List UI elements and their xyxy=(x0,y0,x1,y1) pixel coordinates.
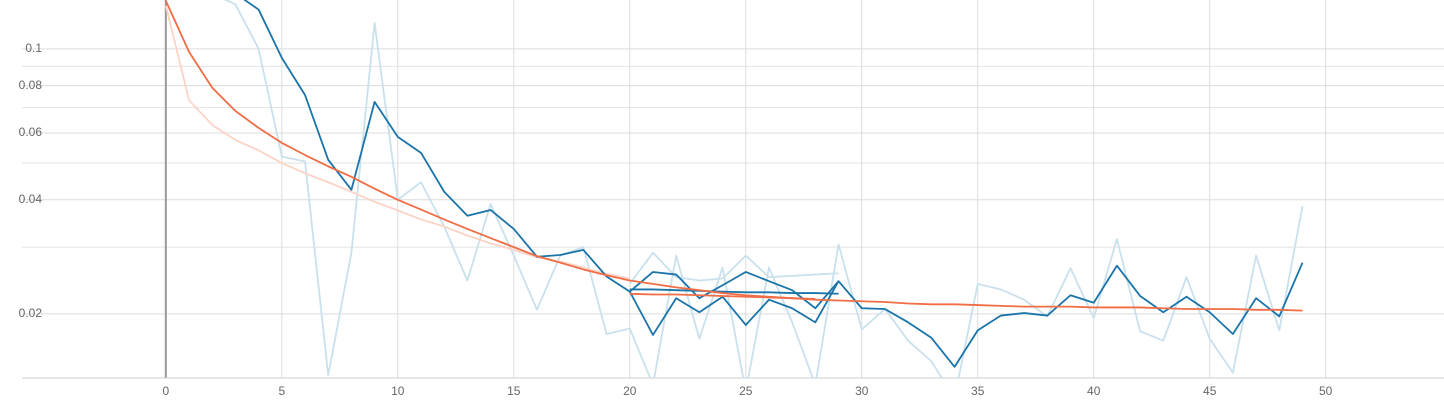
y-tick-label: 0.02 xyxy=(19,306,43,320)
x-tick-label: 45 xyxy=(1203,384,1217,398)
plot-area xyxy=(164,0,1304,378)
line-series xyxy=(628,262,1304,368)
grid xyxy=(22,0,1444,379)
x-tick-label: 30 xyxy=(855,384,869,398)
x-tick-label: 20 xyxy=(623,384,637,398)
y-tick-label: 0.04 xyxy=(19,192,43,206)
y-tick-label: 0.06 xyxy=(19,125,43,139)
x-tick-label: 25 xyxy=(739,384,753,398)
x-tick-label: 5 xyxy=(278,384,285,398)
line-series xyxy=(629,251,839,285)
line-series xyxy=(223,0,1304,378)
x-tick-label: 15 xyxy=(507,384,521,398)
x-tick-label: 0 xyxy=(162,384,169,398)
x-tick-label: 10 xyxy=(391,384,405,398)
x-tick-label: 35 xyxy=(971,384,985,398)
x-tick-label: 50 xyxy=(1319,384,1333,398)
line-series xyxy=(165,0,1303,312)
x-tick-label: 40 xyxy=(1087,384,1101,398)
axis-labels: 0.02 0.04 0.06 0.08 0.1 0 5 10 15 20 25 30 35 40 45 50 xyxy=(19,41,1333,398)
line-series xyxy=(629,292,816,300)
line-series xyxy=(243,0,840,310)
y-tick-label: 0.08 xyxy=(19,78,43,92)
line-series xyxy=(629,288,839,295)
y-tick-label: 0.1 xyxy=(25,41,42,55)
